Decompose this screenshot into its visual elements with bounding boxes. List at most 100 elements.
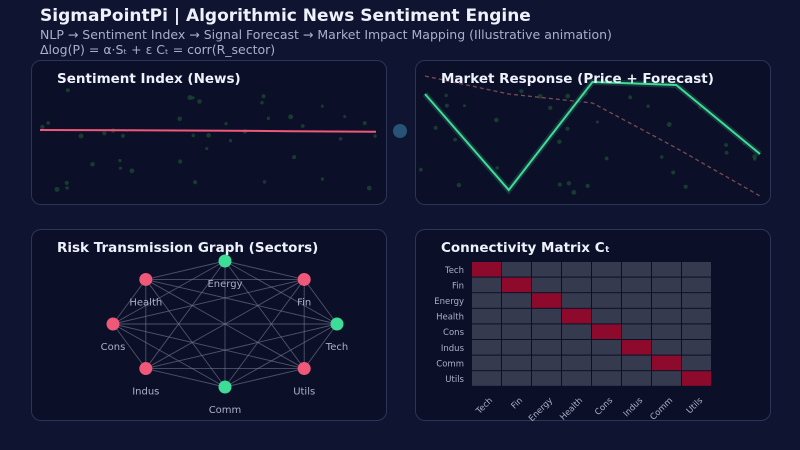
matrix-row-label: Cons [443,328,465,338]
matrix-cell [562,277,591,293]
matrix-cell [592,262,621,277]
matrix-cell [502,340,531,355]
matrix-col-label: Energy [527,396,555,424]
node-energy [218,254,232,268]
matrix-cell [652,293,681,308]
matrix-cell [502,293,531,308]
particle [366,185,372,191]
particle [46,121,51,125]
node-fin [297,272,311,286]
particle [604,156,609,161]
particle [261,94,266,99]
matrix-cell [532,308,561,324]
matrix-cell [592,308,621,324]
particle [292,155,297,160]
particle [456,182,462,188]
particle [224,122,228,126]
panel-title: Sentiment Index (News) [57,71,241,87]
particle [228,138,233,143]
matrix-cell [532,340,561,355]
graph-edge [112,323,305,369]
matrix-cell [472,308,501,324]
sentiment-panel: Sentiment Index (News) [31,60,387,205]
price-line [424,80,761,192]
particle [288,114,294,120]
particle [266,116,271,120]
particle [373,134,377,138]
particle [444,103,449,108]
graph-edge [145,323,338,369]
panel-title: Connectivity Matrix Cₜ [441,240,610,256]
node-label: Tech [325,342,348,353]
matrix-cell [622,324,651,339]
matrix-cell [652,355,681,371]
particle [666,122,672,127]
matrix-cell [562,324,591,339]
particle [118,158,122,163]
app-title: SigmaPointPi | Algorithmic News Sentimen… [40,6,531,26]
graph-edge [303,279,338,325]
particle [118,166,123,170]
particle [585,183,590,189]
matrix-cell [562,293,591,308]
particle [129,168,135,174]
node-label: Health [129,297,162,308]
particle [320,177,325,181]
particle [595,120,599,124]
matrix-cell [622,355,651,371]
matrix-cell [622,340,651,355]
matrix-cell [502,355,531,371]
matrix-cell [682,340,711,355]
particle [628,95,633,100]
node-label: Comm [209,405,242,416]
particle [362,121,367,126]
node-label: Cons [101,342,126,353]
matrix-cell [622,308,651,324]
matrix-cell [592,324,621,339]
matrix-cell [472,262,501,277]
graph-edge [112,279,305,325]
node-utils [297,362,311,376]
node-comm [218,380,232,394]
panel-title: Risk Transmission Graph (Sectors) [57,240,319,256]
particle [646,104,650,108]
matrix-cell [622,262,651,277]
graph-edge [112,323,147,369]
particle [193,180,198,185]
particle [444,93,448,98]
matrix-cell [652,324,681,339]
matrix-cell [652,308,681,324]
particle [671,170,676,175]
particle [262,180,267,184]
matrix-cell [472,371,501,386]
graph-edge [145,260,226,369]
matrix-cell [532,277,561,293]
panel-title: Market Response (Price + Forecast) [441,71,714,87]
particle [418,167,423,172]
matrix-cell [562,308,591,324]
graph-panel: Risk Transmission Graph (Sectors) [31,229,387,421]
particle [54,186,60,192]
matrix-cell [532,324,561,339]
graph-edge [112,279,147,325]
matrix-cell [682,355,711,371]
matrix-cell [532,262,561,277]
matrix-row-label: Health [436,313,464,323]
matrix-row-label: Utils [445,375,464,385]
matrix-cell [532,371,561,386]
matrix-cell [472,293,501,308]
matrix-cell [472,355,501,371]
graph-edge [224,260,305,280]
particle [338,137,343,141]
particle [90,162,95,167]
particle [566,181,572,186]
particle [753,157,757,161]
matrix-cell [652,371,681,386]
matrix-row-label: Tech [444,266,464,276]
graph-edge [145,279,305,369]
particle [191,133,196,138]
matrix-cell [562,355,591,371]
particle [206,133,211,138]
particle [343,115,347,119]
